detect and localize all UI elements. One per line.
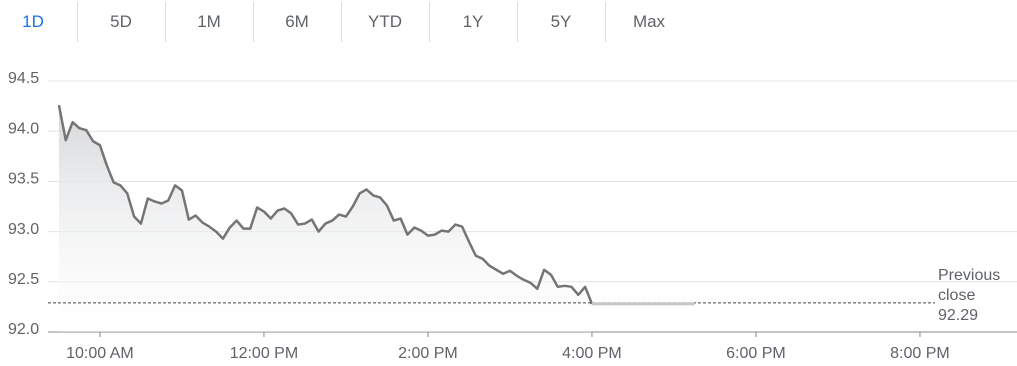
tab-separator <box>253 2 254 42</box>
price-line <box>57 104 594 305</box>
range-tabs: 1D 5D 1M 6M YTD 1Y 5Y Max <box>0 0 1017 44</box>
range-tab[interactable]: 1M <box>197 12 221 31</box>
x-tick-label: 2:00 PM <box>398 345 458 362</box>
y-tick-label: 93.5 <box>8 171 39 188</box>
tab-separator <box>165 2 166 42</box>
tab-separator <box>77 2 78 42</box>
y-tick-label: 92.5 <box>8 271 39 288</box>
x-tick-label: 8:00 PM <box>890 345 950 362</box>
y-tick-label: 93.0 <box>8 221 39 238</box>
area-fill <box>58 105 592 332</box>
y-tick-label: 94.5 <box>8 70 39 87</box>
range-tab[interactable]: 5Y <box>550 12 572 31</box>
range-tab[interactable]: Max <box>632 12 666 31</box>
x-tick-label: 6:00 PM <box>726 345 786 362</box>
previous-close-text: Previous close <box>938 267 1001 304</box>
previous-close-value: 92.29 <box>938 307 979 324</box>
tab-separator <box>605 2 606 42</box>
y-tick-label: 94.0 <box>8 120 39 137</box>
tab-separator <box>429 2 430 42</box>
x-tick-label: 10:00 AM <box>66 345 134 362</box>
tab-separator <box>517 2 518 42</box>
range-tab[interactable]: 1D <box>22 12 44 31</box>
x-tick-label: 12:00 PM <box>230 345 298 362</box>
y-tick-label: 92.0 <box>8 321 39 338</box>
range-tab[interactable]: 5D <box>110 12 132 31</box>
range-tab[interactable]: 6M <box>285 12 309 31</box>
tab-separator <box>341 2 342 42</box>
range-tab[interactable]: YTD <box>368 12 402 31</box>
range-tab[interactable]: 1Y <box>462 12 484 31</box>
x-tick-label: 4:00 PM <box>562 345 622 362</box>
previous-close-label: Previous close 92.29 <box>938 266 1017 326</box>
